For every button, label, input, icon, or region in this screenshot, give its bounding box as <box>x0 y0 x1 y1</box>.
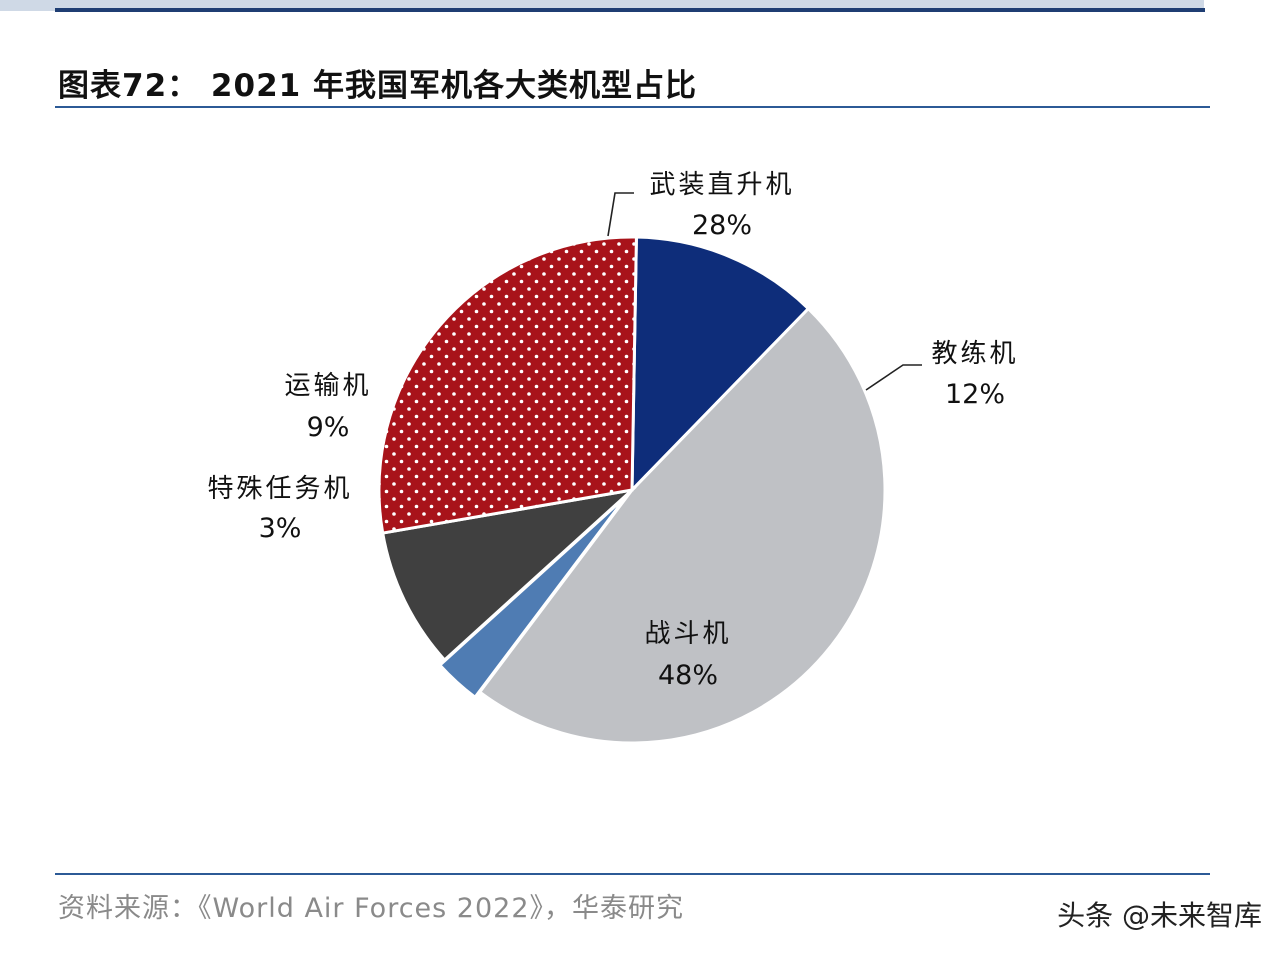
watermark: 头条 @未来智库 <box>1057 899 1262 932</box>
slice-label-4: 武装直升机 <box>649 170 794 200</box>
pie-slice-4 <box>377 235 638 535</box>
slice-label-3: 运输机 <box>284 371 371 401</box>
source-note: 资料来源：《World Air Forces 2022》，华泰研究 <box>58 893 685 924</box>
slice-value-4: 28% <box>692 210 752 241</box>
slice-label-2: 特殊任务机 <box>207 474 352 504</box>
title-divider <box>55 106 1210 108</box>
footer-divider <box>55 873 1210 875</box>
slice-value-0: 12% <box>945 379 1005 410</box>
slice-value-3: 9% <box>307 412 350 443</box>
slice-label-1: 战斗机 <box>644 619 731 649</box>
pie-slice-1 <box>477 306 887 745</box>
leader-line-4 <box>607 192 634 237</box>
slice-label-0: 教练机 <box>931 339 1018 369</box>
pie-slice-0 <box>630 235 811 494</box>
leader-line-0 <box>865 364 922 391</box>
figure-title: 图表72： 2021 年我国军机各大类机型占比 <box>58 68 698 104</box>
pie-slice-3 <box>380 487 637 663</box>
top-banner <box>0 0 1204 11</box>
pie-slice-2 <box>437 494 629 700</box>
slice-value-1: 48% <box>658 660 718 691</box>
top-accent-rule <box>55 8 1205 12</box>
slice-value-2: 3% <box>259 513 302 544</box>
